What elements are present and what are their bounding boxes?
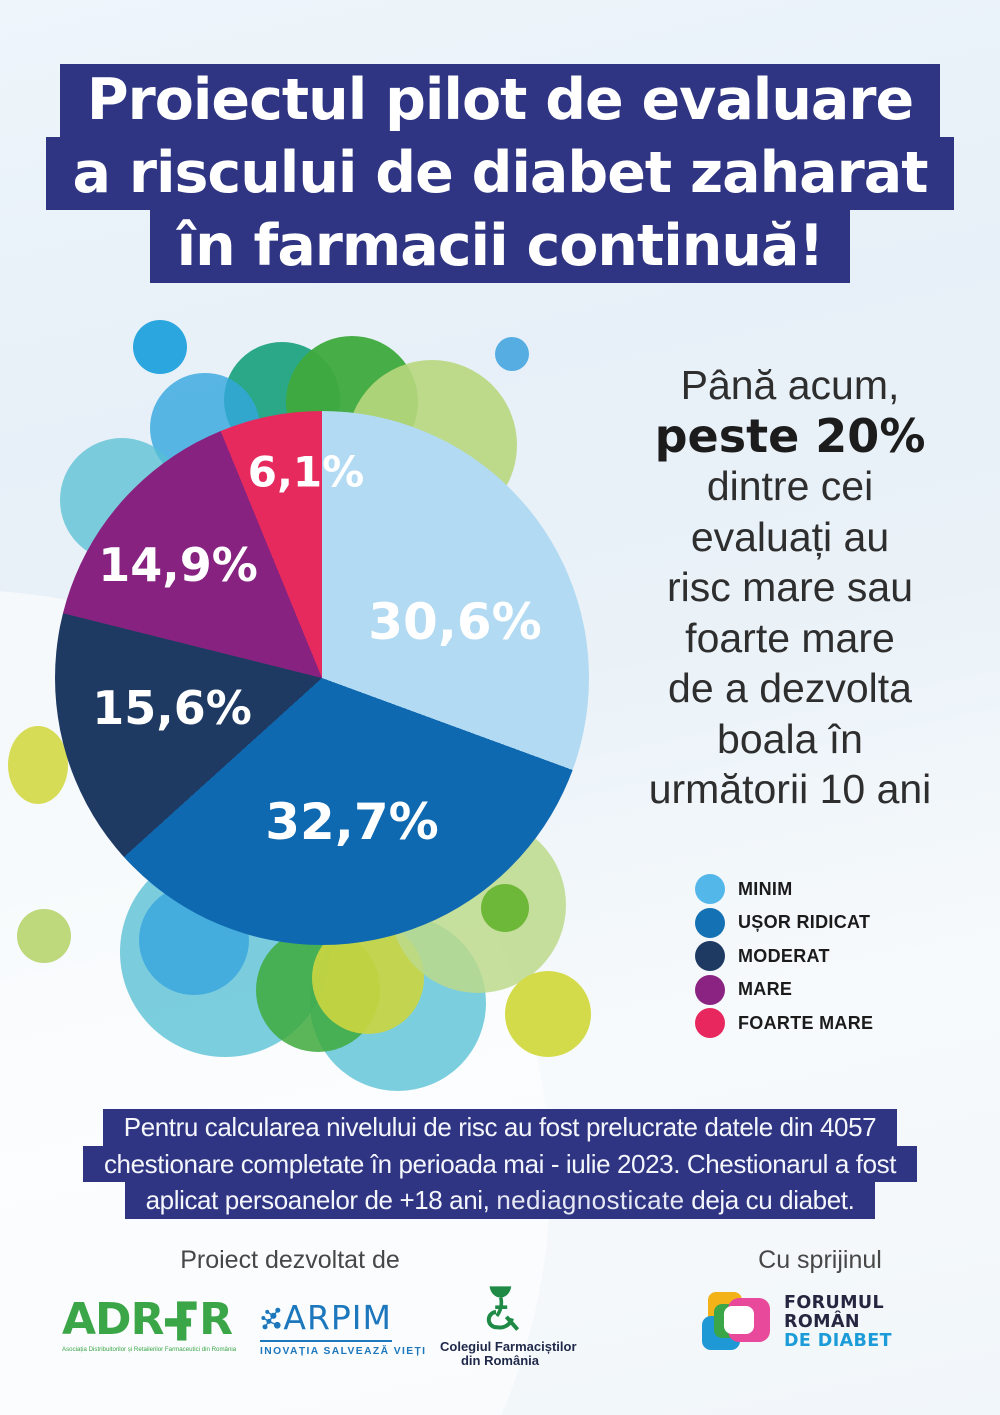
legend-dot-minim — [695, 874, 725, 904]
legend-item-mare: MARE — [695, 974, 873, 1005]
arpim-tagline: INOVAȚIA SALVEAZĂ VIEȚI — [260, 1346, 427, 1357]
callout-line: dintre cei — [706, 463, 874, 509]
forum-squares-icon — [700, 1292, 772, 1352]
caption-supported-by: Cu sprijinul — [758, 1246, 882, 1274]
decor-circle-blue-dot — [133, 320, 187, 374]
legend-dot-usor-ridicat — [695, 907, 725, 938]
forum-roman-diabet-logo: FORUMUL ROMÂN DE DIABET — [700, 1292, 892, 1352]
decor-circle-yellow-left — [8, 726, 68, 804]
callout-line: foarte mare — [685, 614, 895, 661]
info-line-3: aplicat persoanelor de +18 ani, nediagno… — [124, 1182, 876, 1219]
info-line-1: Pentru calcularea nivelului de risc au f… — [102, 1109, 898, 1146]
arpim-divider — [260, 1340, 392, 1342]
adrfr-f-cross-icon — [165, 1301, 198, 1341]
caption-developed-by: Proiect dezvoltat de — [180, 1246, 400, 1274]
callout-line-bold: peste 20% — [654, 408, 926, 463]
callout-line: boala în — [717, 715, 863, 762]
adrfr-wordmark: ADR R — [62, 1294, 233, 1345]
pie-label-minim: 30,6% — [368, 593, 542, 651]
adrfr-logo: ADR R Asociația Distribuitorilor și Reta… — [62, 1294, 237, 1354]
colegiul-text-line1: Colegiul Farmaciștilor — [440, 1339, 577, 1354]
callout-line: evaluați au — [690, 513, 890, 560]
legend-dot-mare — [695, 974, 725, 1005]
legend-label-foarte-mare: FOARTE MARE — [738, 1012, 874, 1033]
callout-paragraph: Până acum, peste 20% dintre cei evaluați… — [598, 360, 982, 815]
decor-circle-lightgreen-left — [17, 909, 71, 963]
pie-label-mare: 14,9% — [98, 538, 258, 592]
legend-item-usor-ridicat: UȘOR RIDICAT — [695, 907, 873, 938]
header-line-2: a riscului de diabet zaharat — [45, 137, 955, 210]
info-line-3-prefix: aplicat persoanelor de +18 ani, — [145, 1185, 497, 1215]
forum-text-line1: FORUMUL — [784, 1292, 885, 1313]
callout-line: următorii 10 ani — [648, 766, 932, 812]
header-line-1: Proiectul pilot de evaluare — [59, 64, 941, 137]
arpim-logo: ARPIM INOVAȚIA SALVEAZĂ VIEȚI — [260, 1298, 427, 1357]
adrfr-text-part2: R — [199, 1294, 233, 1345]
legend-dot-moderat — [695, 941, 725, 971]
arpim-molecule-icon — [261, 1307, 281, 1330]
pie-chart — [55, 411, 589, 945]
info-line-2: chestionare completate în perioada mai -… — [82, 1145, 918, 1182]
info-line-3-light-word: nediagnosticate — [496, 1185, 685, 1215]
info-line-3-suffix: deja cu diabet. — [684, 1185, 855, 1215]
arpim-wordmark: ARPIM — [283, 1298, 392, 1337]
legend-label-moderat: MODERAT — [738, 945, 830, 966]
callout-line: Până acum, — [680, 362, 900, 408]
pie-label-moderat: 15,6% — [92, 681, 252, 735]
forum-square-white — [724, 1306, 754, 1334]
colegiul-farmacistilor-logo: Colegiul Farmaciștilor din România — [440, 1283, 577, 1368]
legend: MINIM UȘOR RIDICAT MODERAT MARE FOARTE M… — [695, 874, 873, 1042]
callout-line: risc mare sau — [666, 564, 914, 610]
legend-label-usor-ridicat: UȘOR RIDICAT — [738, 912, 871, 932]
header-line-3: în farmacii continuă! — [149, 210, 851, 283]
forum-text-line2: ROMÂN — [784, 1311, 860, 1332]
decor-circle-blue-dot-small — [495, 337, 529, 371]
info-box: Pentru calcularea nivelului de risc au f… — [0, 1109, 1000, 1219]
pie-label-foarte-mare: 6,1% — [247, 447, 365, 497]
legend-item-minim: MINIM — [695, 874, 873, 904]
legend-item-moderat: MODERAT — [695, 941, 873, 971]
adrfr-subtext: Asociația Distribuitorilor și Retaileril… — [62, 1346, 237, 1353]
pie-label-usor-ridicat: 32,7% — [265, 793, 439, 851]
colegiul-text-line2: din România — [460, 1353, 539, 1368]
decor-circle-yellow-bottom-right — [505, 971, 591, 1057]
callout-line: de a dezvolta — [668, 665, 912, 711]
adrfr-text-part1: ADR — [62, 1294, 164, 1345]
forum-text-line3: DE DIABET — [784, 1330, 892, 1351]
legend-label-minim: MINIM — [738, 878, 793, 899]
legend-label-mare: MARE — [738, 979, 793, 999]
forum-wordmark: FORUMUL ROMÂN DE DIABET — [784, 1292, 892, 1351]
colegiul-emblem-icon — [486, 1286, 520, 1331]
legend-item-foarte-mare: FOARTE MARE — [695, 1008, 873, 1038]
decor-circle-lime-small — [481, 884, 529, 932]
legend-dot-foarte-mare — [695, 1008, 725, 1038]
header-banner: Proiectul pilot de evaluare a riscului d… — [0, 64, 1000, 283]
